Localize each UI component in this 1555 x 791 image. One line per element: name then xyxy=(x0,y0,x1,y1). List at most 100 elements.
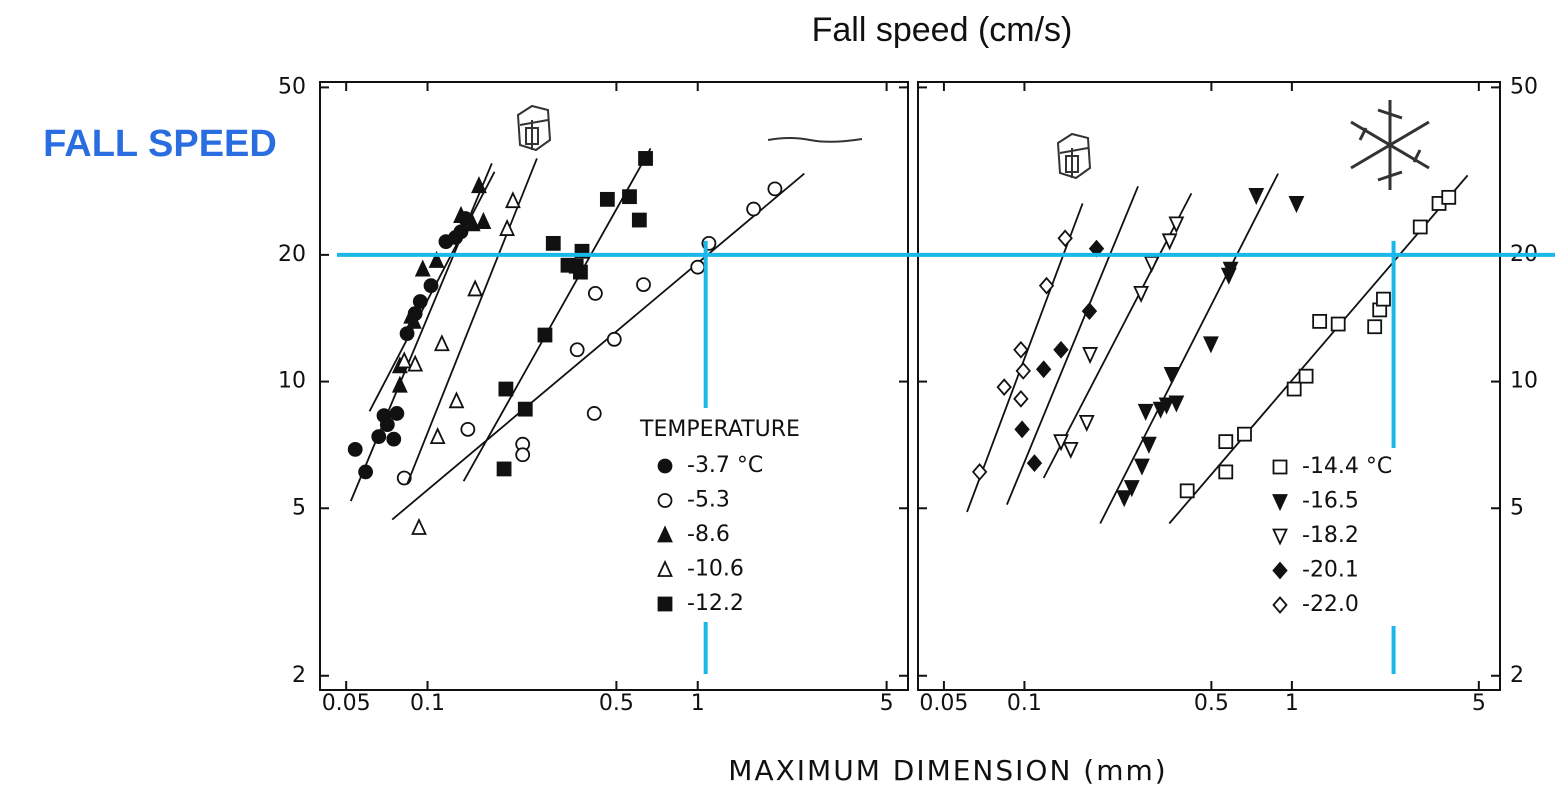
y-tick-label: 2 xyxy=(292,663,306,688)
plot-frame xyxy=(917,81,1501,691)
legend-marker xyxy=(657,559,673,577)
point xyxy=(1123,480,1140,498)
point xyxy=(573,264,588,280)
point xyxy=(1161,233,1178,251)
point xyxy=(464,214,481,232)
series xyxy=(971,229,1073,481)
point xyxy=(515,447,531,463)
point xyxy=(389,406,405,421)
point xyxy=(1441,189,1457,205)
crystal-icon xyxy=(1056,132,1092,180)
point xyxy=(631,212,647,228)
point xyxy=(1116,490,1133,508)
x-tick-label: 0.1 xyxy=(1007,691,1042,716)
point xyxy=(1137,403,1154,421)
point xyxy=(517,401,533,417)
point xyxy=(1082,347,1099,365)
point xyxy=(499,218,516,236)
point xyxy=(767,181,783,197)
point xyxy=(1078,414,1095,432)
legend-label: -10.6 xyxy=(687,557,744,582)
point xyxy=(1288,196,1305,214)
point xyxy=(996,378,1012,397)
y-tick-label: 20 xyxy=(278,242,306,267)
point xyxy=(411,517,427,535)
legend-label: -3.7 °C xyxy=(687,453,763,478)
point xyxy=(429,426,446,445)
point xyxy=(1248,187,1265,205)
series xyxy=(1116,187,1305,508)
series xyxy=(347,211,473,480)
x-tick-label: 0.5 xyxy=(599,691,634,716)
series xyxy=(496,151,653,477)
point xyxy=(1312,313,1328,329)
point xyxy=(1038,276,1055,295)
point xyxy=(599,191,615,207)
point xyxy=(1133,285,1149,304)
legend-label: -5.3 xyxy=(687,488,730,513)
point xyxy=(358,464,374,480)
point xyxy=(386,431,402,447)
point xyxy=(1218,434,1234,450)
y-tick-label: 10 xyxy=(1510,369,1538,394)
point xyxy=(1057,229,1073,248)
point xyxy=(1013,389,1029,408)
point xyxy=(1014,420,1030,439)
fit-line xyxy=(966,203,1084,513)
point xyxy=(1367,319,1383,335)
point xyxy=(1179,483,1195,499)
point xyxy=(1222,261,1239,279)
point xyxy=(690,259,706,275)
snowflake-icon xyxy=(1350,100,1430,190)
point xyxy=(1376,291,1391,307)
fit-line xyxy=(1099,173,1279,524)
x-tick-label: 0.05 xyxy=(919,691,968,716)
point xyxy=(379,417,395,433)
x-tick-label: 1 xyxy=(1285,691,1299,716)
point xyxy=(1140,436,1157,454)
point xyxy=(347,441,363,457)
point xyxy=(638,151,653,166)
fit-line xyxy=(1006,185,1139,505)
point xyxy=(622,189,637,205)
fit-line xyxy=(391,172,805,521)
legend-marker xyxy=(1272,596,1288,614)
point xyxy=(1026,454,1043,473)
point xyxy=(504,191,521,209)
point xyxy=(537,327,553,343)
fit-line xyxy=(462,148,652,482)
point xyxy=(407,354,424,372)
point xyxy=(1286,381,1302,397)
point xyxy=(971,463,988,481)
point xyxy=(414,259,431,277)
legend-background xyxy=(630,408,852,622)
point xyxy=(475,211,492,229)
x-tick-label: 5 xyxy=(880,691,894,716)
series xyxy=(1014,239,1105,473)
point xyxy=(460,421,476,437)
legend-marker xyxy=(657,596,673,612)
series xyxy=(396,191,521,535)
chart-title: Fall speed (cm/s) xyxy=(812,11,1073,49)
point xyxy=(1053,340,1069,359)
plot-frame xyxy=(319,81,909,691)
point xyxy=(405,311,422,329)
point xyxy=(433,334,450,352)
legend-marker xyxy=(1272,494,1288,512)
legend-background xyxy=(1262,448,1462,626)
point xyxy=(1237,426,1252,442)
point xyxy=(569,342,585,358)
point xyxy=(1013,340,1029,359)
point xyxy=(545,235,561,251)
point xyxy=(467,279,484,297)
point xyxy=(1168,395,1185,413)
legend-label: -14.4 °C xyxy=(1302,454,1392,479)
series xyxy=(1179,189,1457,499)
fit-line xyxy=(368,171,496,412)
y-tick-label: 5 xyxy=(292,495,306,520)
annotation: FALL SPEED xyxy=(43,123,277,165)
fit-line xyxy=(406,158,538,485)
point xyxy=(1143,255,1160,273)
